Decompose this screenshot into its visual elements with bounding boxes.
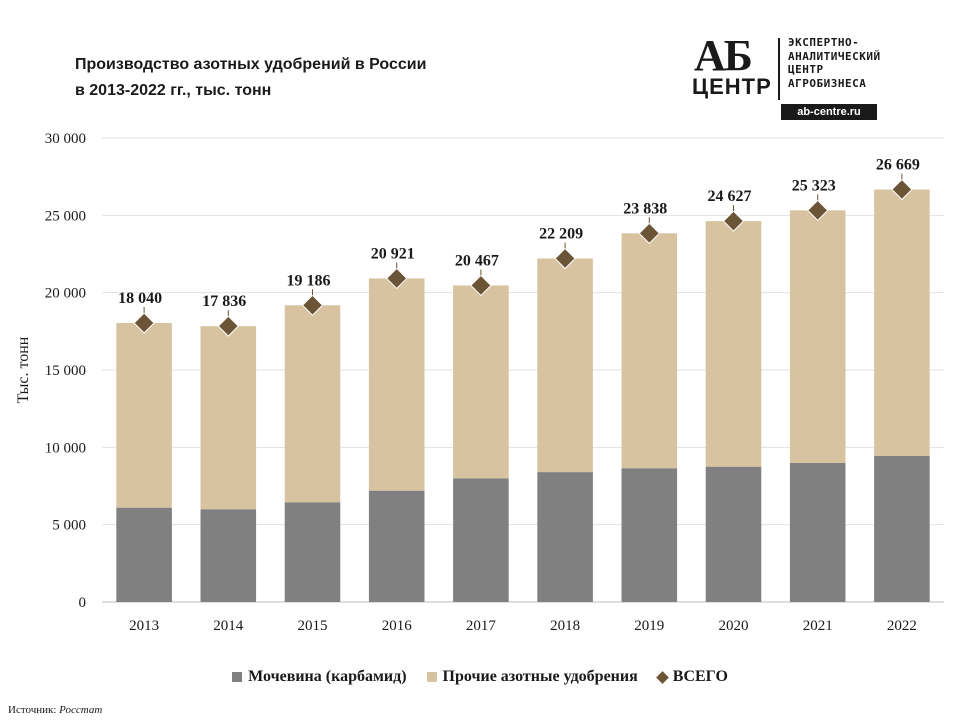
- legend-item-other: Прочие азотные удобрения: [426, 668, 638, 686]
- legend-swatch-urea: [232, 672, 243, 682]
- total-data-label: 18 040: [118, 290, 162, 307]
- legend-label-other: Прочие азотные удобрения: [442, 668, 638, 685]
- bar-urea: [116, 507, 172, 602]
- total-marker: [133, 312, 155, 334]
- x-tick-label: 2021: [803, 618, 833, 634]
- bar-other: [789, 210, 846, 463]
- bar-other: [705, 221, 762, 467]
- total-data-label: 23 838: [623, 200, 667, 217]
- x-tick-label: 2022: [887, 618, 917, 634]
- bar-urea: [537, 472, 593, 602]
- total-data-label: 24 627: [708, 188, 752, 205]
- chart-title: Производство азотных удобрений в России …: [75, 52, 426, 104]
- total-data-label: 19 186: [287, 272, 331, 289]
- x-tick-label: 2016: [382, 618, 413, 634]
- total-data-label: 17 836: [202, 293, 246, 310]
- legend-item-total: ВСЕГО: [655, 668, 728, 686]
- total-marker: [891, 178, 913, 201]
- total-data-label: 25 323: [792, 177, 836, 194]
- chart-title-line-2: в 2013-2022 гг., тыс. тонн: [75, 82, 272, 99]
- bar-urea: [789, 462, 846, 602]
- total-data-label: 20 467: [455, 252, 499, 269]
- logo-divider: [778, 38, 780, 100]
- total-marker: [638, 222, 661, 245]
- logo-line: ЭКСПЕРТНО-: [788, 36, 860, 49]
- y-tick-label: 0: [79, 595, 87, 611]
- bar-urea: [284, 502, 341, 602]
- legend-swatch-total: [655, 670, 669, 684]
- logo-line: АНАЛИТИЧЕСКИЙ: [788, 49, 881, 63]
- logo-url: ab-centre.ru: [781, 104, 877, 120]
- source-note: Источник: Росстат: [8, 704, 102, 716]
- y-tick-label: 20 000: [45, 286, 86, 302]
- ab-centre-logo: АБ ЦЕНТР ЭКСПЕРТНО- АНАЛИТИЧЕСКИЙ ЦЕНТР …: [686, 31, 936, 124]
- y-tick-label: 5 000: [52, 518, 86, 534]
- x-tick-label: 2015: [298, 618, 328, 634]
- x-tick-label: 2013: [129, 618, 159, 634]
- logo-text: ЭКСПЕРТНО- АНАЛИТИЧЕСКИЙ ЦЕНТР АГРОБИЗНЕ…: [788, 36, 881, 90]
- source-label: Источник:: [8, 704, 57, 716]
- total-marker: [301, 294, 324, 316]
- y-tick-label: 25 000: [45, 208, 86, 224]
- x-tick-label: 2017: [466, 618, 497, 634]
- legend-swatch-other: [426, 672, 437, 682]
- total-marker: [217, 315, 240, 337]
- y-tick-label: 15 000: [45, 363, 86, 379]
- bar-other: [368, 278, 425, 491]
- stacked-bar-chart: 0 5 000 10 000 15 000 20 000 25 000 30 000 Тыс.…: [15, 131, 944, 634]
- x-tick-label: 2014: [213, 618, 244, 634]
- total-marker: [470, 274, 492, 297]
- bar-urea: [453, 478, 509, 602]
- bar-urea: [621, 468, 678, 602]
- x-tick-label: 2020: [719, 618, 749, 634]
- bar-other: [116, 322, 172, 508]
- total-data-label: 22 209: [539, 226, 583, 243]
- logo-line: ЦЕНТР: [788, 63, 824, 76]
- y-tick-label: 10 000: [45, 440, 86, 456]
- x-tick-label: 2018: [550, 618, 580, 634]
- total-marker: [554, 247, 576, 270]
- bar-other: [453, 285, 509, 479]
- bar-other: [200, 326, 257, 510]
- total-marker: [806, 199, 829, 222]
- bar-urea: [874, 455, 930, 602]
- bar-other: [621, 233, 678, 469]
- logo-word: ЦЕНТР: [692, 74, 772, 99]
- legend-item-urea: Мочевина (карбамид): [232, 668, 407, 686]
- source-value: Росстат: [59, 704, 103, 716]
- total-data-label: 20 921: [371, 245, 415, 262]
- chart-title-line-1: Производство азотных удобрений в России: [75, 56, 427, 73]
- bar-urea: [368, 490, 425, 602]
- y-axis-label: Тыс. тонн: [15, 336, 32, 403]
- y-tick-label: 30 000: [45, 131, 86, 147]
- x-tick-label: 2019: [634, 618, 664, 634]
- total-data-label: 26 669: [876, 157, 920, 174]
- bar-urea: [200, 509, 257, 602]
- legend-label-urea: Мочевина (карбамид): [248, 668, 407, 685]
- total-marker: [722, 210, 745, 232]
- bar-urea: [705, 466, 762, 602]
- legend-label-total: ВСЕГО: [672, 668, 728, 685]
- chart-legend: Мочевина (карбамид) Прочие азотные удобр…: [0, 666, 960, 688]
- bar-other: [874, 189, 930, 456]
- logo-letters: АБ: [694, 31, 753, 80]
- bar-other: [537, 258, 593, 473]
- total-marker: [385, 267, 408, 290]
- logo-line: АГРОБИЗНЕСА: [788, 76, 867, 90]
- bar-other: [284, 305, 341, 503]
